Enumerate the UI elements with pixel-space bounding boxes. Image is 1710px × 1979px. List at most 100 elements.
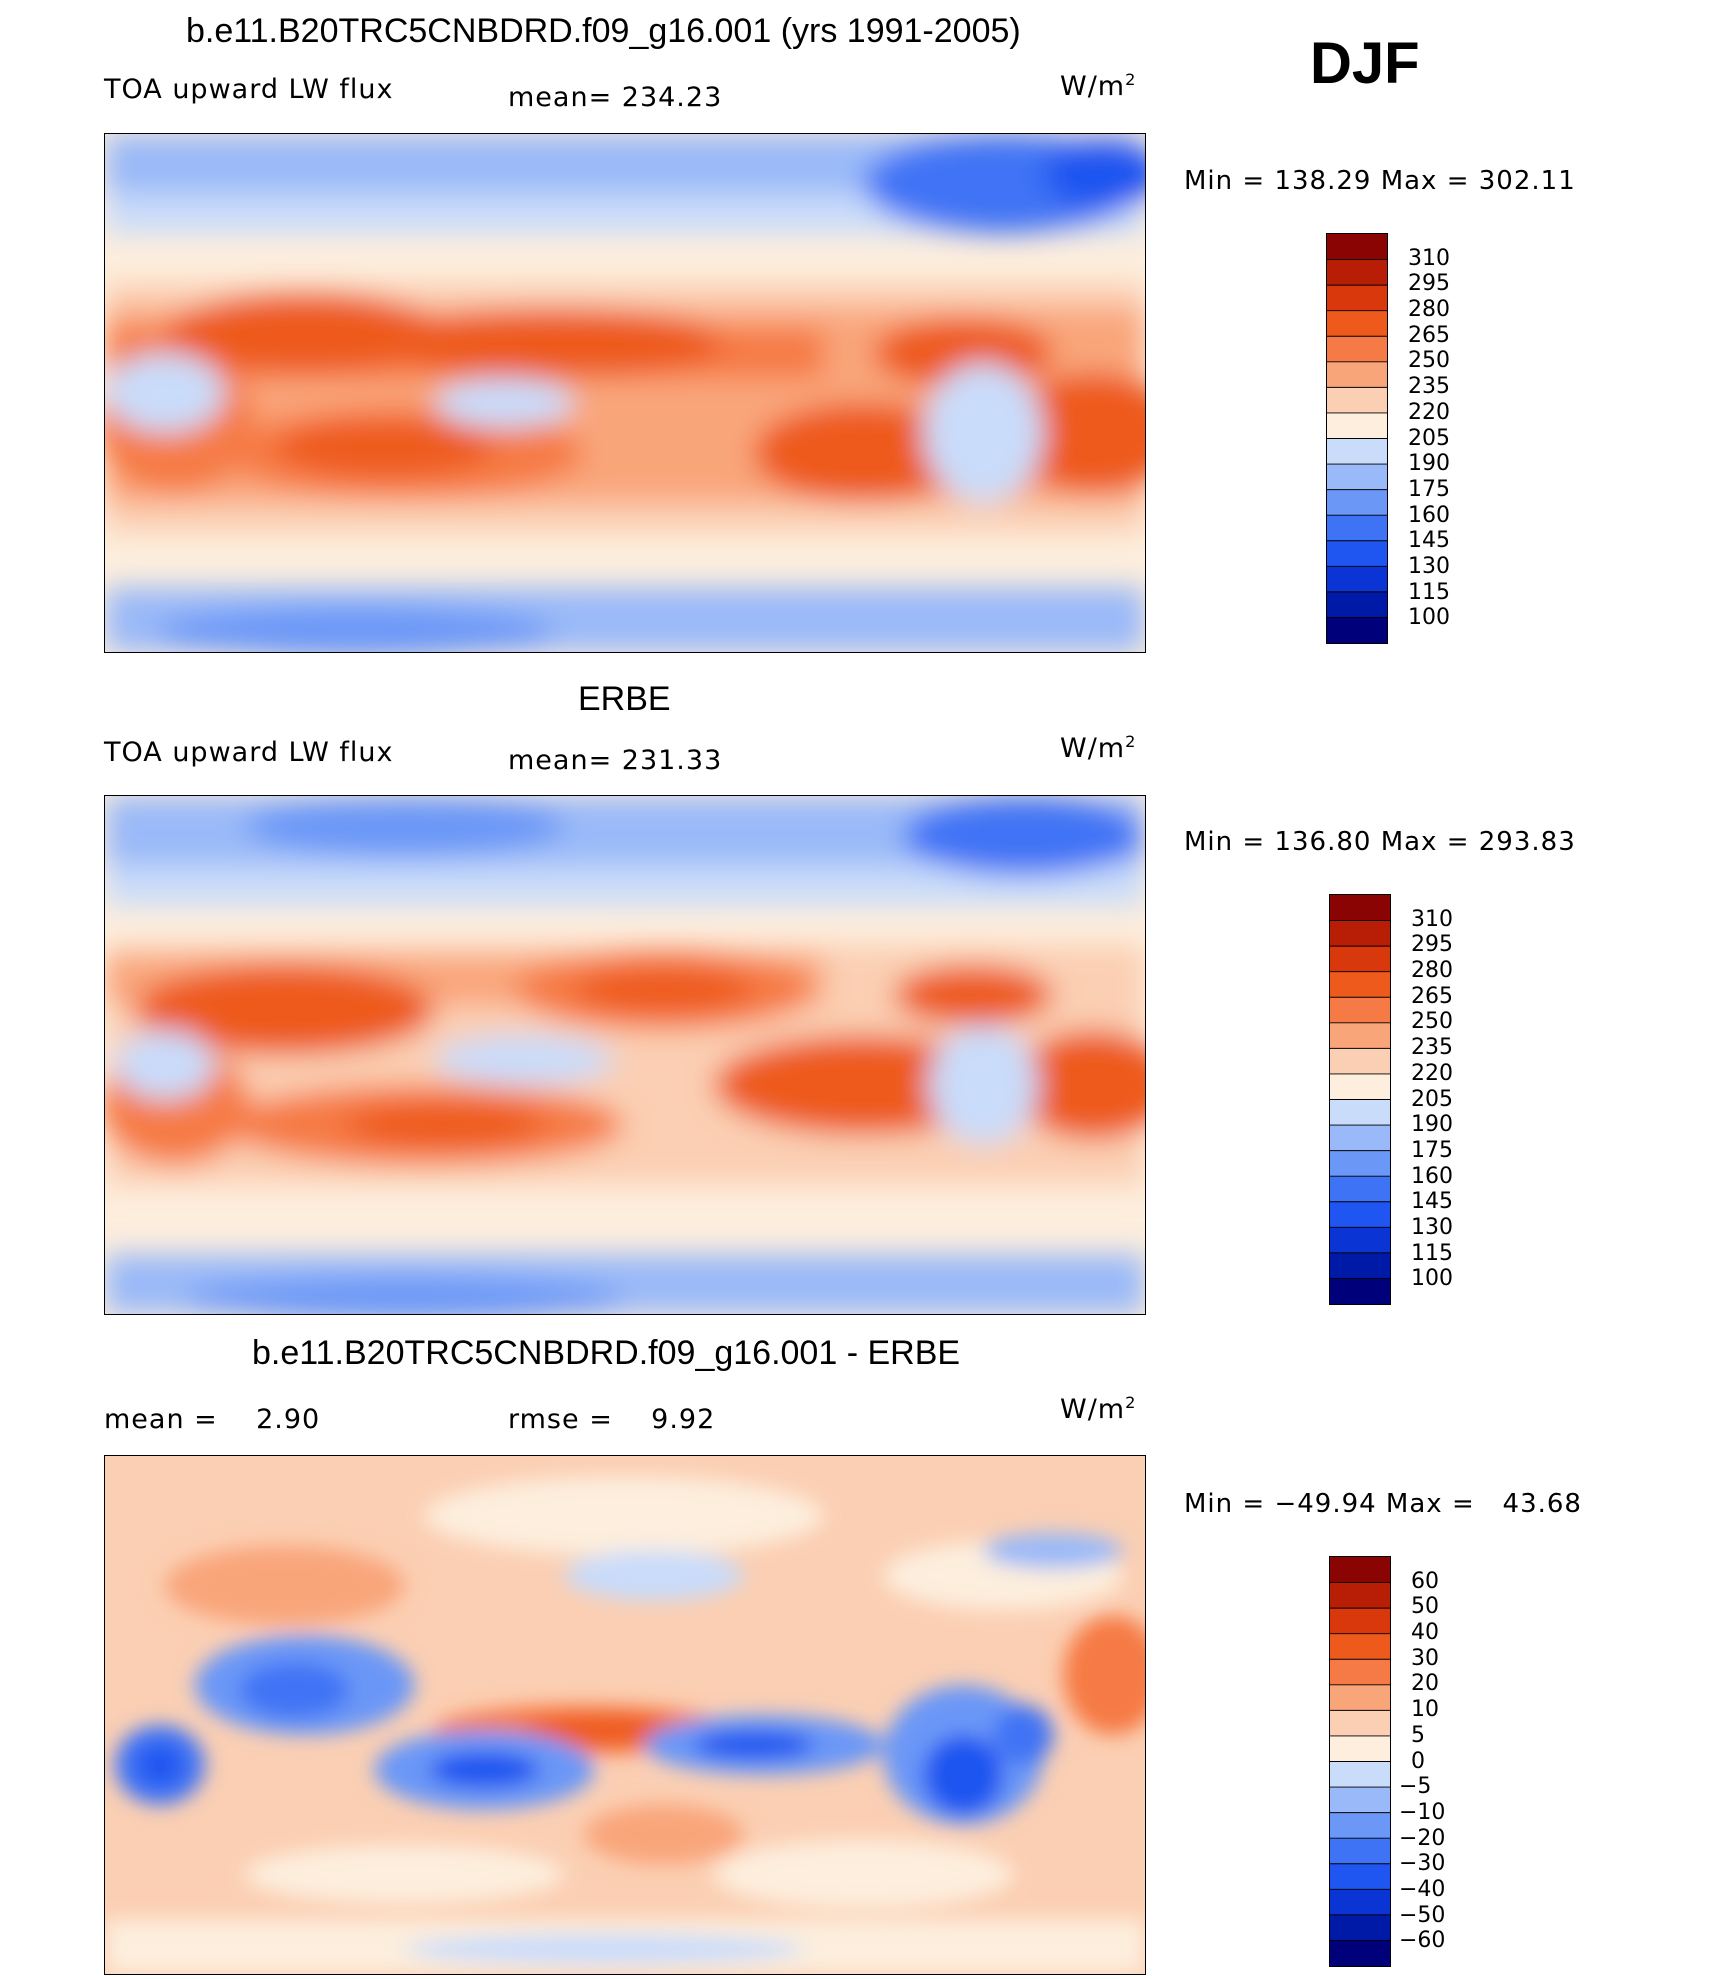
colorbar-tick-label: 100 [1411, 1266, 1453, 1292]
colorbar-swatch [1327, 591, 1387, 618]
panel2-title: ERBE [578, 680, 671, 718]
colorbar-swatch [1327, 566, 1387, 593]
colorbar-tick-label: 250 [1408, 348, 1450, 374]
colorbar-swatch [1330, 1838, 1390, 1865]
panel2-map-field [105, 796, 1145, 1314]
colorbar-tick-label: 220 [1408, 399, 1450, 425]
colorbar-swatch [1327, 489, 1387, 516]
colorbar-swatch [1327, 540, 1387, 567]
colorbar-swatch [1330, 1227, 1390, 1254]
colorbar-tick-label: 280 [1408, 297, 1450, 323]
colorbar-tick-label: −5 [1399, 1774, 1432, 1800]
colorbar-swatch [1330, 1787, 1390, 1814]
colorbar-swatch [1330, 1914, 1390, 1941]
panel1-map [104, 133, 1146, 653]
colorbar-swatch [1330, 1633, 1390, 1660]
colorbar-swatch [1327, 515, 1387, 542]
panel3-units: W/m2 [1060, 1393, 1137, 1425]
panel3-colorbar [1329, 1556, 1391, 1967]
panel1-units: W/m2 [1060, 70, 1137, 102]
colorbar-tick-label: 50 [1411, 1594, 1439, 1620]
panel2-colorbar [1329, 894, 1391, 1305]
colorbar-tick-label: −50 [1399, 1902, 1446, 1928]
colorbar-tick-label: 130 [1411, 1214, 1453, 1240]
colorbar-swatch [1330, 1735, 1390, 1762]
panel3-map [104, 1455, 1146, 1975]
colorbar-tick-label: 115 [1408, 579, 1450, 605]
colorbar-tick-label: 145 [1411, 1189, 1453, 1215]
season-label: DJF [1310, 31, 1420, 96]
colorbar-tick-label: 160 [1408, 502, 1450, 528]
colorbar-swatch [1330, 1125, 1390, 1152]
colorbar-swatch [1330, 1557, 1390, 1584]
colorbar-swatch [1330, 920, 1390, 947]
panel3-mean-label: mean = 2.90 [104, 1404, 321, 1435]
colorbar-tick-label: 310 [1411, 906, 1453, 932]
colorbar-swatch [1330, 1889, 1390, 1916]
colorbar-tick-label: 250 [1411, 1009, 1453, 1035]
panel1-map-field [105, 134, 1145, 652]
colorbar-swatch [1327, 617, 1387, 643]
colorbar-tick-label: 100 [1408, 605, 1450, 631]
colorbar-tick-label: −20 [1399, 1825, 1446, 1851]
colorbar-tick-label: 115 [1411, 1240, 1453, 1266]
colorbar-tick-label: 205 [1411, 1086, 1453, 1112]
colorbar-swatch [1327, 361, 1387, 388]
colorbar-swatch [1330, 971, 1390, 998]
colorbar-tick-label: 280 [1411, 958, 1453, 984]
panel2-variable-label: TOA upward LW flux [104, 737, 394, 768]
colorbar-swatch [1330, 1761, 1390, 1788]
panel2-colorbar-swatches [1330, 895, 1390, 1304]
colorbar-swatch [1327, 285, 1387, 312]
colorbar-swatch [1330, 946, 1390, 973]
colorbar-tick-label: 205 [1408, 425, 1450, 451]
colorbar-swatch [1330, 1582, 1390, 1609]
panel1-min-max: Min = 138.29 Max = 302.11 [1184, 166, 1576, 196]
colorbar-tick-label: 60 [1411, 1568, 1439, 1594]
colorbar-swatch [1330, 1150, 1390, 1177]
colorbar-swatch [1330, 1812, 1390, 1839]
colorbar-swatch [1327, 234, 1387, 261]
panel1-title: b.e11.B20TRC5CNBDRD.f09_g16.001 (yrs 199… [186, 12, 1021, 50]
colorbar-tick-label: 265 [1411, 983, 1453, 1009]
colorbar-swatch [1327, 464, 1387, 491]
colorbar-swatch [1330, 1940, 1390, 1966]
colorbar-tick-label: 130 [1408, 553, 1450, 579]
colorbar-swatch [1330, 1073, 1390, 1100]
colorbar-swatch [1330, 1710, 1390, 1737]
colorbar-tick-label: 0 [1411, 1748, 1425, 1774]
colorbar-swatch [1327, 387, 1387, 414]
colorbar-swatch [1330, 1022, 1390, 1049]
colorbar-swatch [1327, 412, 1387, 439]
panel1-colorbar-swatches [1327, 234, 1387, 643]
panel1-mean-label: mean= 234.23 [508, 82, 723, 113]
colorbar-swatch [1327, 259, 1387, 286]
panel3-map-field [105, 1456, 1145, 1974]
colorbar-swatch [1330, 1201, 1390, 1228]
colorbar-tick-label: 175 [1408, 476, 1450, 502]
colorbar-tick-label: 10 [1411, 1697, 1439, 1723]
panel2-mean-label: mean= 231.33 [508, 745, 723, 776]
colorbar-swatch [1330, 1278, 1390, 1304]
colorbar-swatch [1330, 997, 1390, 1024]
colorbar-swatch [1330, 1048, 1390, 1075]
colorbar-swatch [1327, 438, 1387, 465]
colorbar-tick-label: 295 [1411, 932, 1453, 958]
colorbar-swatch [1330, 895, 1390, 922]
panel1-variable-label: TOA upward LW flux [104, 74, 394, 105]
panel2-map [104, 795, 1146, 1315]
panel1-colorbar [1326, 233, 1388, 644]
colorbar-tick-label: 40 [1411, 1620, 1439, 1646]
colorbar-tick-label: 235 [1411, 1035, 1453, 1061]
panel3-colorbar-swatches [1330, 1557, 1390, 1966]
colorbar-tick-label: −30 [1399, 1851, 1446, 1877]
colorbar-tick-label: 160 [1411, 1163, 1453, 1189]
colorbar-tick-label: 145 [1408, 528, 1450, 554]
colorbar-tick-label: 190 [1408, 451, 1450, 477]
colorbar-tick-label: 295 [1408, 271, 1450, 297]
colorbar-swatch [1330, 1176, 1390, 1203]
colorbar-tick-label: 30 [1411, 1645, 1439, 1671]
colorbar-tick-label: 190 [1411, 1112, 1453, 1138]
colorbar-swatch [1330, 1252, 1390, 1279]
colorbar-tick-label: −60 [1399, 1928, 1446, 1954]
